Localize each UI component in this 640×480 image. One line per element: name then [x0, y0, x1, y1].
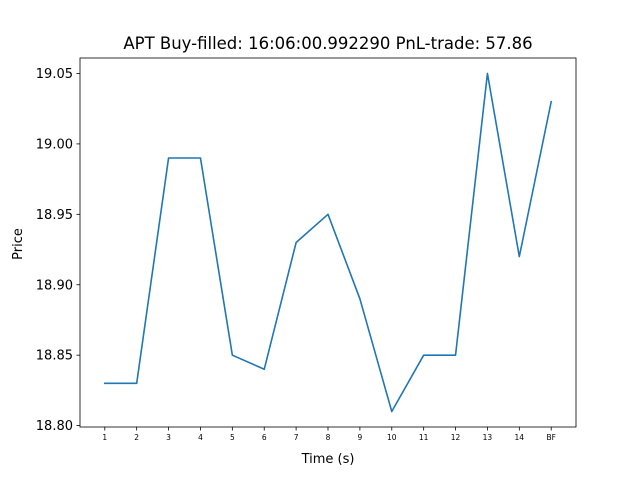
series-line [104, 72, 553, 413]
y-tick-label: 18.90 [36, 278, 73, 293]
y-tick-label: 18.85 [36, 349, 73, 364]
x-tick-label: 8 [326, 433, 331, 442]
x-tick-label: BF [546, 433, 555, 442]
y-tick-label: 18.95 [36, 208, 73, 223]
x-tick-label: 1 [102, 433, 107, 442]
x-tick-label: 12 [451, 433, 461, 442]
x-tick-label: 4 [198, 433, 203, 442]
x-tick-label: 6 [262, 433, 267, 442]
x-tick-label: 7 [294, 433, 299, 442]
y-axis-label: Price [11, 228, 26, 260]
x-tick-label: 11 [419, 433, 429, 442]
plot-area [104, 72, 553, 413]
y-tick-label: 19.05 [36, 67, 73, 82]
y-tick-label: 18.80 [36, 419, 73, 434]
x-tick-label: 3 [166, 433, 171, 442]
x-tick-label: 10 [387, 433, 397, 442]
x-tick-label: 13 [483, 433, 493, 442]
x-tick-label: 2 [134, 433, 139, 442]
x-tick-label: 5 [230, 433, 235, 442]
y-tick-label: 19.00 [36, 137, 73, 152]
x-tick-label: 9 [357, 433, 362, 442]
x-axis-label: Time (s) [301, 452, 355, 467]
chart-title: APT Buy-filled: 16:06:00.992290 PnL-trad… [123, 34, 532, 53]
x-tick-label: 14 [515, 433, 525, 442]
